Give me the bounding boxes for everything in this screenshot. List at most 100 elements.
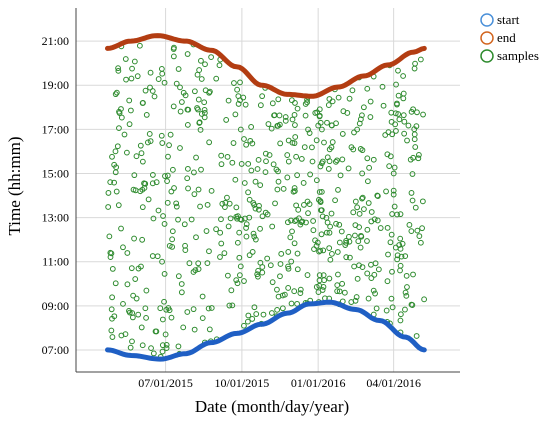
sample-point (197, 203, 203, 210)
sample-point (404, 137, 410, 144)
sample-point (370, 156, 377, 163)
sample-point (180, 324, 187, 331)
sample-point (252, 236, 259, 243)
sample-point (167, 131, 174, 138)
sample-point (241, 136, 247, 142)
sample-point (293, 153, 300, 160)
sample-point (237, 263, 244, 270)
sample-point (107, 254, 114, 260)
sample-point (198, 166, 204, 173)
sample-point (120, 300, 126, 307)
sample-point (333, 220, 339, 227)
sample-point (384, 224, 391, 231)
sample-point (365, 295, 372, 302)
sample-point (122, 56, 129, 62)
sample-point (358, 233, 365, 240)
sample-point (159, 258, 165, 265)
sample-point (139, 158, 146, 165)
sample-point (113, 89, 120, 96)
sample-point (126, 121, 133, 128)
sample-point (321, 277, 328, 284)
sample-point (295, 206, 302, 213)
sample-point (368, 275, 375, 281)
sample-point (199, 293, 206, 300)
sample-point (285, 263, 291, 270)
sample-point (408, 228, 415, 235)
sample-point (234, 280, 241, 287)
sample-point (191, 191, 198, 198)
sample-point (318, 126, 325, 133)
sample-point (185, 185, 191, 192)
sample-point (352, 222, 359, 228)
sample-point (276, 112, 283, 119)
sample-point (334, 157, 340, 164)
sample-point (397, 317, 404, 324)
sample-point (129, 338, 135, 345)
sample-point (175, 343, 182, 350)
sample-point (400, 95, 407, 102)
x-axis-title: Date (month/day/year) (195, 397, 349, 416)
sample-point (163, 341, 170, 348)
sample-point (396, 116, 403, 123)
sample-point (414, 227, 421, 234)
sample-point (159, 348, 166, 355)
sample-point (354, 126, 361, 133)
sample-point (334, 249, 341, 255)
sample-point (270, 161, 277, 168)
sample-point (413, 333, 420, 339)
sample-point (388, 118, 395, 125)
sample-point (177, 145, 183, 151)
sample-point (159, 70, 166, 77)
sample-point (341, 289, 348, 296)
sample-point (357, 116, 364, 123)
sample-point (326, 158, 333, 165)
sample-point (246, 252, 253, 259)
sample-point (345, 165, 352, 172)
sample-point (396, 242, 403, 248)
sample-point (173, 80, 180, 87)
sample-point (294, 250, 301, 257)
sample-point (343, 239, 350, 246)
sample-point (284, 174, 291, 181)
sample-point (184, 51, 191, 57)
sample-point (298, 219, 305, 226)
sample-point (278, 250, 285, 257)
sample-point (359, 170, 366, 177)
sample-point (325, 166, 332, 172)
sample-point (163, 306, 170, 313)
sample-point (343, 254, 350, 261)
sample-point (173, 203, 180, 210)
sample-point (368, 218, 375, 225)
sample-point (235, 101, 242, 107)
sample-point (265, 121, 272, 127)
sample-point (352, 297, 359, 304)
sample-point (275, 96, 282, 103)
sample-point (277, 140, 284, 147)
sample-point (275, 293, 282, 300)
sample-point (373, 305, 380, 312)
sample-point (121, 131, 128, 138)
sample-point (221, 250, 228, 257)
sample-point (191, 88, 198, 95)
sample-point (324, 219, 331, 226)
sample-point (184, 309, 191, 315)
sample-point (304, 272, 311, 278)
sample-point (136, 42, 143, 49)
sample-point (401, 118, 408, 125)
sample-point (364, 85, 371, 92)
sample-point (198, 111, 205, 117)
sample-point (263, 158, 269, 165)
sample-point (359, 264, 366, 271)
sample-point (316, 189, 323, 195)
sample-point (339, 280, 346, 287)
sample-point (225, 97, 232, 104)
sample-point (129, 65, 135, 72)
sample-point (314, 239, 321, 246)
sample-point (390, 187, 397, 194)
sample-point (354, 275, 361, 282)
axes (75, 8, 460, 373)
sample-point (364, 238, 370, 244)
sample-point (235, 93, 242, 100)
sample-point (346, 238, 353, 245)
sample-point (385, 129, 392, 136)
